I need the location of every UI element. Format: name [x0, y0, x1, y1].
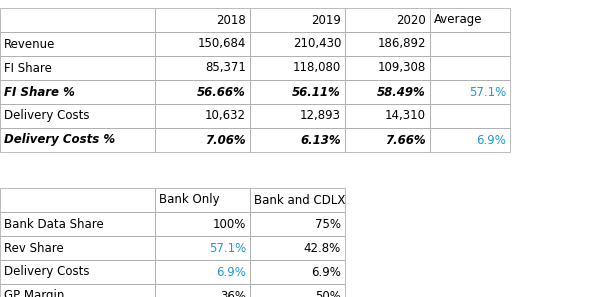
Text: Delivery Costs: Delivery Costs: [4, 266, 89, 279]
Bar: [155, 56, 250, 80]
Bar: [345, 104, 430, 128]
Text: 58.49%: 58.49%: [377, 86, 426, 99]
Bar: [0, 260, 155, 284]
Text: Rev Share: Rev Share: [4, 241, 64, 255]
Text: Revenue: Revenue: [4, 37, 56, 50]
Bar: [430, 32, 510, 56]
Text: 56.66%: 56.66%: [197, 86, 246, 99]
Text: 50%: 50%: [315, 290, 341, 297]
Bar: [0, 212, 155, 236]
Bar: [0, 8, 155, 32]
Text: 186,892: 186,892: [378, 37, 426, 50]
Text: 75%: 75%: [315, 217, 341, 230]
Text: 6.9%: 6.9%: [476, 133, 506, 146]
Text: FI Share %: FI Share %: [4, 86, 75, 99]
Bar: [250, 32, 345, 56]
Text: 2019: 2019: [311, 13, 341, 26]
Bar: [0, 188, 155, 212]
Text: 6.13%: 6.13%: [300, 133, 341, 146]
Bar: [0, 236, 155, 260]
Bar: [430, 8, 510, 32]
Text: 7.66%: 7.66%: [385, 133, 426, 146]
Text: FI Share: FI Share: [4, 61, 52, 75]
Bar: [0, 128, 155, 152]
Bar: [0, 284, 155, 297]
Text: Delivery Costs: Delivery Costs: [4, 110, 89, 122]
Bar: [345, 128, 430, 152]
Text: 100%: 100%: [213, 217, 246, 230]
Text: GP Margin: GP Margin: [4, 290, 64, 297]
Bar: [250, 260, 345, 284]
Text: Average: Average: [434, 13, 482, 26]
Bar: [155, 260, 250, 284]
Bar: [155, 212, 250, 236]
Text: 57.1%: 57.1%: [209, 241, 246, 255]
Text: 12,893: 12,893: [300, 110, 341, 122]
Text: 14,310: 14,310: [385, 110, 426, 122]
Bar: [250, 8, 345, 32]
Bar: [0, 32, 155, 56]
Text: 36%: 36%: [220, 290, 246, 297]
Bar: [250, 128, 345, 152]
Bar: [430, 128, 510, 152]
Bar: [0, 80, 155, 104]
Bar: [345, 56, 430, 80]
Bar: [250, 104, 345, 128]
Bar: [250, 284, 345, 297]
Bar: [250, 56, 345, 80]
Text: 85,371: 85,371: [205, 61, 246, 75]
Text: Delivery Costs %: Delivery Costs %: [4, 133, 115, 146]
Bar: [155, 8, 250, 32]
Bar: [345, 80, 430, 104]
Bar: [250, 236, 345, 260]
Text: 210,430: 210,430: [293, 37, 341, 50]
Text: 2020: 2020: [396, 13, 426, 26]
Bar: [155, 128, 250, 152]
Text: 6.9%: 6.9%: [311, 266, 341, 279]
Bar: [0, 104, 155, 128]
Text: Bank and CDLX: Bank and CDLX: [254, 194, 345, 206]
Text: 6.9%: 6.9%: [216, 266, 246, 279]
Bar: [155, 104, 250, 128]
Text: 57.1%: 57.1%: [469, 86, 506, 99]
Bar: [155, 188, 250, 212]
Text: 56.11%: 56.11%: [293, 86, 341, 99]
Text: Bank Only: Bank Only: [159, 194, 220, 206]
Bar: [250, 80, 345, 104]
Bar: [345, 8, 430, 32]
Text: 7.06%: 7.06%: [206, 133, 246, 146]
Bar: [155, 32, 250, 56]
Bar: [430, 80, 510, 104]
Bar: [155, 80, 250, 104]
Bar: [430, 104, 510, 128]
Text: 118,080: 118,080: [293, 61, 341, 75]
Bar: [155, 284, 250, 297]
Bar: [155, 236, 250, 260]
Bar: [250, 212, 345, 236]
Text: 150,684: 150,684: [197, 37, 246, 50]
Bar: [345, 32, 430, 56]
Bar: [250, 188, 345, 212]
Text: 109,308: 109,308: [378, 61, 426, 75]
Text: 2018: 2018: [216, 13, 246, 26]
Text: Bank Data Share: Bank Data Share: [4, 217, 104, 230]
Text: 42.8%: 42.8%: [304, 241, 341, 255]
Text: 10,632: 10,632: [205, 110, 246, 122]
Bar: [0, 56, 155, 80]
Bar: [430, 56, 510, 80]
